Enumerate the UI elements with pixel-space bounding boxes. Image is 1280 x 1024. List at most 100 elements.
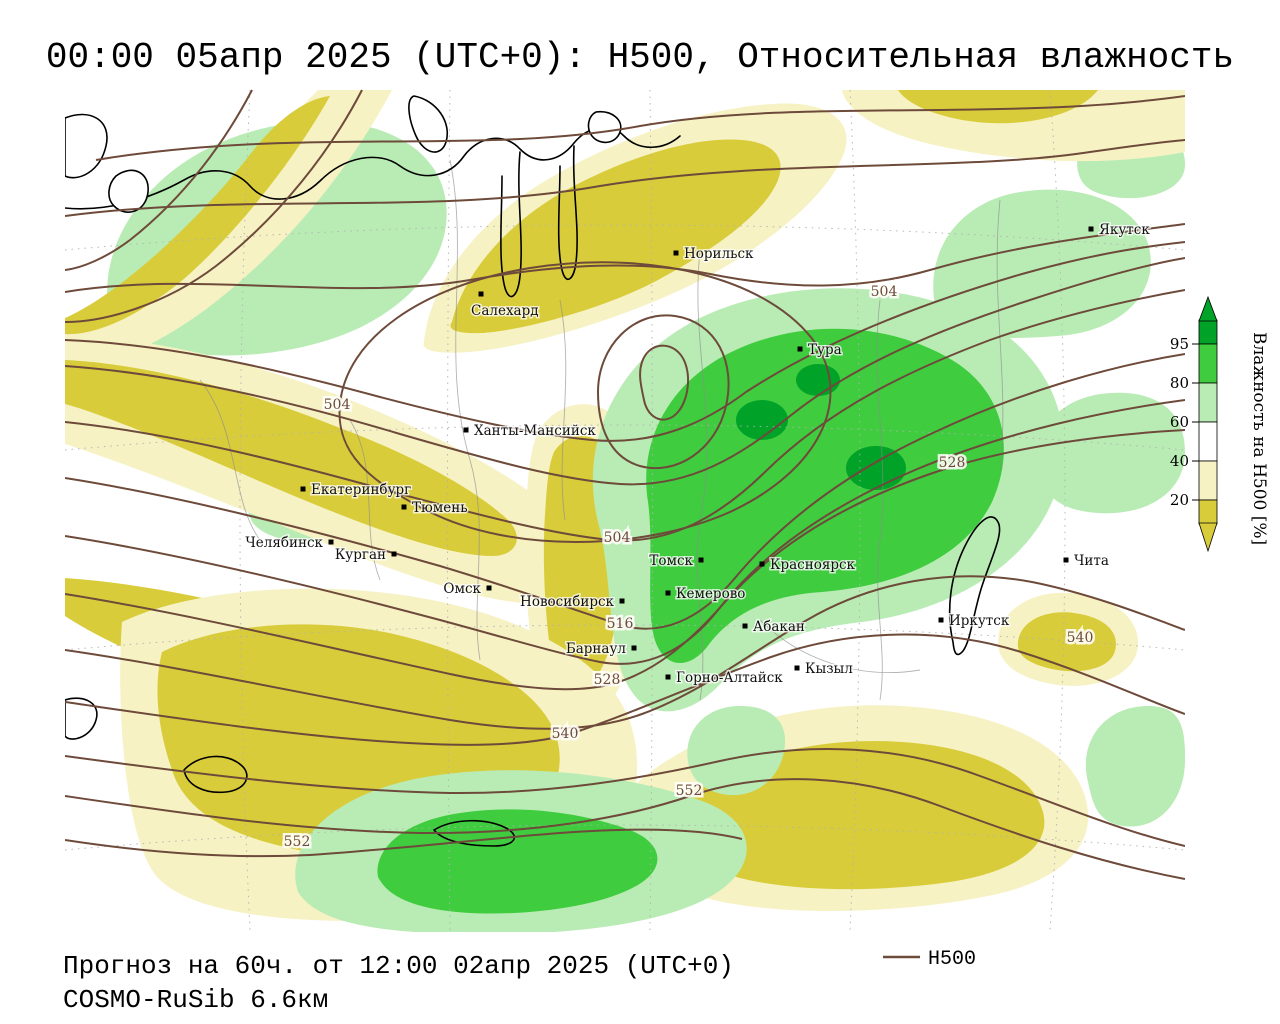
city-marker: Кызыл (794, 660, 855, 679)
colorbar-segment (1198, 319, 1218, 345)
humidity-patch (687, 706, 786, 796)
city-label: Курган (335, 547, 386, 563)
city-marker: Барнаул (564, 640, 637, 659)
city-label: Кемерово (676, 586, 745, 602)
city-label: Якутск (1099, 222, 1150, 238)
city-dot (698, 557, 704, 563)
city-marker: Абакан (742, 618, 806, 637)
city-label: Красноярск (770, 557, 856, 573)
city-dot (463, 427, 469, 433)
city-label: Иркутск (949, 613, 1010, 629)
contour-label: 528 (594, 672, 621, 688)
city-dot (1088, 226, 1094, 232)
colorbar-tick-label: 80 (1170, 374, 1189, 392)
city-dot (742, 623, 748, 629)
city-label: Кызыл (805, 661, 853, 677)
colorbar-tick-label: 20 (1170, 491, 1189, 509)
h500-legend: H500 (883, 948, 976, 971)
island-shape (408, 95, 449, 153)
city-dot (300, 486, 306, 492)
city-label: Тюмень (412, 500, 468, 516)
city-marker: Тюмень (401, 499, 469, 518)
contour-label: 504 (604, 530, 631, 546)
city-marker: Ханты-Мансийск (463, 422, 598, 441)
model-info-text: COSMO-RuSib 6.6км (63, 985, 328, 1015)
city-label: Новосибирск (520, 594, 615, 610)
city-dot (938, 617, 944, 623)
city-label: Ханты-Мансийск (474, 423, 596, 439)
city-marker: Курган (333, 546, 397, 565)
forecast-info-text: Прогноз на 60ч. от 12:00 02апр 2025 (UTC… (63, 951, 734, 981)
city-marker: Чита (1063, 552, 1110, 571)
city-label: Челябинск (245, 535, 323, 551)
page-title: 00:00 05апр 2025 (UTC+0): H500, Относите… (46, 37, 1234, 78)
humidity-patch (898, 90, 1098, 124)
ob-inlet (500, 151, 522, 298)
city-label: Норильск (684, 246, 754, 262)
city-marker: Якутск (1088, 221, 1152, 240)
humidity-patch (377, 809, 658, 914)
humidity-patch (933, 189, 1151, 339)
contour-label: 540 (1067, 630, 1094, 646)
city-marker: Тура (797, 341, 843, 360)
contour-label: 528 (939, 455, 966, 471)
h500-legend-label: H500 (928, 948, 976, 971)
colorbar-bottom-arrow (1198, 522, 1218, 553)
humidity-patch (65, 96, 330, 335)
city-dot (759, 561, 765, 567)
humidity-patch (846, 446, 906, 490)
colorbar-segment (1198, 421, 1218, 462)
humidity-colorbar: 95 80 60 40 20 Влажность на H500 [%] (1170, 295, 1269, 553)
lake-shape (65, 697, 98, 740)
colorbar-ticks: 95 80 60 40 20 (1170, 335, 1199, 509)
city-marker: Екатеринбург (300, 481, 413, 500)
city-marker: Новосибирск (519, 593, 625, 612)
contour-label: 504 (324, 397, 351, 413)
city-dot (673, 250, 679, 256)
city-dot (328, 539, 334, 545)
cities-layer: Норильск Салехард Тура Якутск Ханты-Мансийск… (244, 221, 1152, 688)
h500-contour-layer (65, 89, 1185, 880)
city-label: Омск (443, 581, 481, 597)
city-dot (665, 590, 671, 596)
city-label: Тура (808, 342, 842, 358)
city-dot (619, 598, 625, 604)
city-dot (391, 551, 397, 557)
city-label: Горно-Алтайск (676, 670, 783, 686)
humidity-patch (736, 400, 788, 440)
colorbar-segment (1198, 499, 1218, 525)
colorbar-segments (1198, 295, 1218, 553)
city-dot (486, 585, 492, 591)
contour-label: 504 (871, 284, 898, 300)
city-marker: Салехард (470, 291, 540, 321)
city-dot (665, 674, 671, 680)
city-dot (794, 665, 800, 671)
colorbar-tick-label: 60 (1170, 413, 1189, 431)
admin-borders-layer (199, 159, 1004, 701)
contour-label: 552 (676, 783, 703, 799)
city-label: Екатеринбург (311, 482, 411, 498)
colorbar-tick-label: 95 (1170, 335, 1189, 353)
city-marker: Челябинск (244, 534, 334, 553)
humidity-patch (450, 139, 781, 334)
city-marker: Красноярск (759, 556, 857, 575)
graticule-layer (65, 89, 1185, 931)
city-dot (478, 291, 484, 297)
colorbar-axis-label: Влажность на H500 [%] (1249, 332, 1269, 545)
city-dot (631, 645, 637, 651)
city-label: Барнаул (566, 641, 627, 657)
city-marker: Горно-Алтайск (665, 669, 785, 688)
colorbar-tick-label: 40 (1170, 452, 1189, 470)
contour-label: 516 (607, 616, 634, 632)
city-marker: Иркутск (938, 612, 1011, 631)
city-marker: Томск (648, 552, 704, 571)
humidity-patch (1036, 392, 1185, 514)
city-label: Абакан (753, 619, 805, 635)
city-label: Салехард (471, 303, 539, 319)
taz-inlet (557, 145, 578, 281)
island-shape (587, 110, 622, 144)
city-label: Чита (1074, 553, 1109, 569)
city-dot (797, 346, 803, 352)
lake-baikal (948, 516, 1001, 656)
island-shape (65, 113, 108, 179)
